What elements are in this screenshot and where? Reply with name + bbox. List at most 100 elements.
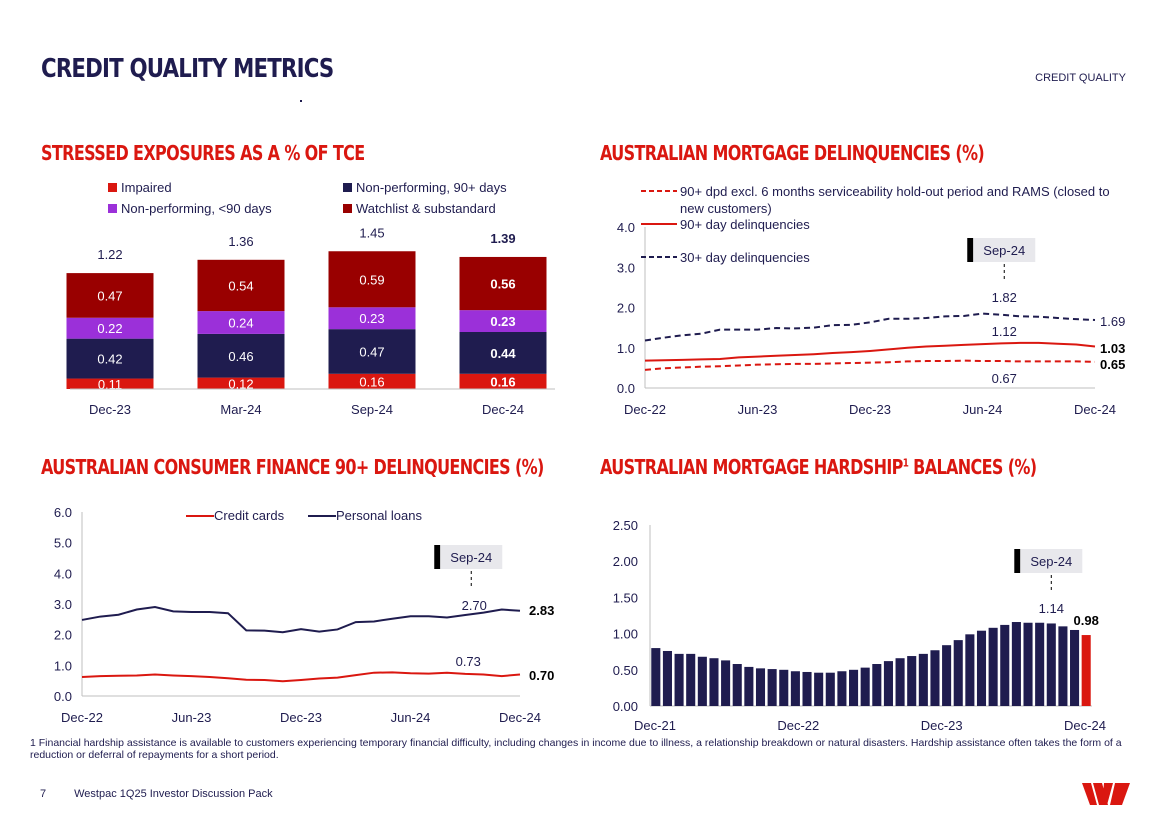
bar-Sep-24-1 [328,329,416,374]
hardship-bar [837,671,847,706]
legend-label-1: Non-performing, 90+ days [356,180,507,195]
hardship-bar [1046,623,1056,706]
hardship-bars [651,622,1091,706]
hardship-bar [1011,622,1021,706]
series-line-1 [644,341,1096,362]
hardship-bar [697,656,707,706]
consumer-sep-cc: 0.73 [456,654,481,669]
bar-label-Dec-23-1: 0.42 [97,352,122,367]
bar-Dec-23-3 [66,273,154,318]
bar-Dec-23-1 [66,338,154,379]
hardship-bar [872,664,882,706]
hardship-bar [918,653,928,706]
hardship-bar [988,627,998,706]
chart-title-stressed: STRESSED EXPOSURES AS A % OF TCE [41,141,365,165]
page-number: 7 [40,788,47,800]
x-tick-Dec-23: Dec-23 [89,402,131,417]
hardship-bar [755,668,766,706]
x-tick-Dec-21: Dec-21 [634,718,676,733]
hardship-bar [790,671,800,706]
hardship-bar [1081,635,1091,706]
mortgage-sep-callout-marker [967,238,974,262]
hardship-bar [1070,629,1080,706]
mortgage-delinquencies-chart: 0.0 1.0 2.0 3.0 4.0 Dec-22 Jun-23 Dec-23 Jun-24 D… [617,184,1125,417]
page-title: CREDIT QUALITY METRICS [41,54,334,84]
mortgage-lines [644,312,1096,371]
x-tick-Dec-23: Dec-23 [921,718,963,733]
y-tick-4.0: 4.0 [617,220,635,235]
bar-label-Mar-24-1: 0.46 [228,349,253,364]
hardship-bar [849,669,859,706]
y-tick-1.0: 1.0 [617,341,635,356]
legend-label-2: Non-performing, <90 days [121,201,272,216]
x-tick-Jun-24: Jun-24 [391,710,431,725]
legend-label-0-line2: new customers) [680,201,772,216]
footer-text: Westpac 1Q25 Investor Discussion Pack [74,788,273,800]
consumer-sep-callout-label: Sep-24 [450,550,492,565]
hardship-bar [744,666,754,706]
y-tick-1.0: 1.0 [54,658,72,673]
bar-Sep-24-3 [328,251,416,308]
bar-total-Dec-24: 1.39 [490,231,515,246]
hardship-bar [686,653,696,706]
hardship-title-main: AUSTRALIAN MORTGAGE HARDSHIP [600,455,903,479]
bar-label-Sep-24-2: 0.23 [359,311,384,326]
y-tick-3.0: 3.0 [54,597,72,612]
chart-title-hardship: AUSTRALIAN MORTGAGE HARDSHIP1 BALANCES (… [600,455,1037,479]
hardship-bar [709,658,719,706]
hardship-chart: 0.00 0.50 1.00 1.50 2.00 2.50 Dec-21 Dec-22 Dec-… [613,518,1106,733]
consumer-end-cc: 0.70 [529,668,554,683]
mortgage-sep-30: 1.82 [992,290,1017,305]
bar-label-Dec-23-3: 0.47 [97,288,122,303]
hardship-bar [883,661,893,706]
x-tick-Dec-24: Dec-24 [499,710,541,725]
bar-Mar-24-1 [197,333,285,378]
hardship-bar [825,672,835,706]
y-tick-2.0: 2.0 [54,628,72,643]
x-tick-Dec-23: Dec-23 [280,710,322,725]
hardship-bar [942,645,952,706]
hardship-bar [953,640,963,706]
legend-swatch-2 [108,204,117,213]
bar-label-Dec-23-0: 0.11 [98,377,122,392]
mortgage-sep-callout-label: Sep-24 [983,243,1025,258]
x-tick-Dec-24: Dec-24 [1064,718,1106,733]
y-tick-2.00: 2.00 [613,554,638,569]
x-tick-Dec-22: Dec-22 [61,710,103,725]
hardship-bar [674,653,684,706]
legend-swatch-0 [108,183,117,192]
stressed-x-ticks: Dec-23 Mar-24 Sep-24 Dec-24 [89,402,524,417]
y-tick-2.0: 2.0 [617,301,635,316]
hardship-bar [767,669,777,706]
legend-label-3: Watchlist & substandard [356,201,496,216]
mortgage-sep-excl: 0.67 [992,371,1017,386]
mortgage-sep-90: 1.12 [992,324,1017,339]
bar-Dec-24-3 [459,256,547,311]
hardship-end-value: 0.98 [1074,613,1099,628]
hardship-title-tail: BALANCES (%) [908,455,1037,479]
legend-label-1: 90+ day delinquencies [680,217,810,232]
bar-label-Dec-24-0: 0.16 [490,374,515,389]
bar-Mar-24-0 [197,377,285,389]
x-tick-Dec-23: Dec-23 [849,402,891,417]
bar-Dec-24-1 [459,332,547,374]
hardship-bar [976,630,987,706]
bar-label-Sep-24-0: 0.16 [359,374,384,389]
consumer-sep-callout-box [440,545,503,569]
x-tick-Dec-22: Dec-22 [777,718,819,733]
bar-label-Mar-24-2: 0.24 [228,316,253,331]
x-tick-Jun-24: Jun-24 [963,402,1003,417]
bar-label-Dec-24-3: 0.56 [490,277,515,292]
title-dot [300,100,302,102]
y-tick-0.0: 0.0 [617,381,635,396]
section-label: CREDIT QUALITY [1035,72,1126,84]
y-tick-6.0: 6.0 [54,505,72,520]
consumer-legend: Credit cards Personal loans [186,508,422,523]
mortgage-annotations: Sep-24 1.82 1.12 0.67 1.69 1.030.65 [967,238,1125,386]
mortgage-axes: 0.0 1.0 2.0 3.0 4.0 Dec-22 Jun-23 Dec-23 Jun-24 D… [617,220,1116,417]
bar-total-Mar-24: 1.36 [228,234,253,249]
hardship-sep-callout-box [1020,549,1083,573]
hardship-sep-callout-marker [1014,549,1021,573]
consumer-axes: 0.0 1.0 2.0 3.0 4.0 5.0 6.0 Dec-22 Jun-23 Dec-23 J… [54,505,541,725]
x-tick-Dec-24: Dec-24 [482,402,524,417]
